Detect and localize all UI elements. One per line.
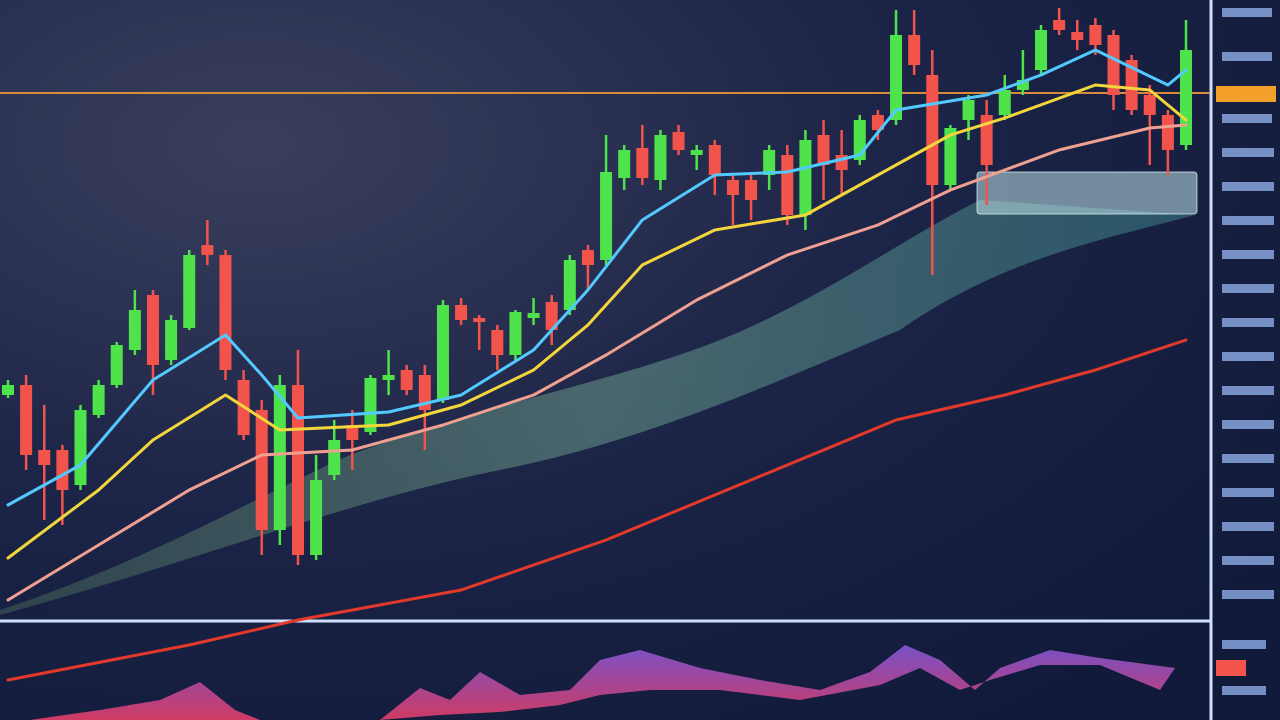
candle-body — [781, 155, 794, 215]
candle-body — [255, 410, 268, 530]
highlight-zone — [976, 171, 1198, 215]
axis-label-blur — [1216, 660, 1246, 676]
candle-body — [1071, 32, 1084, 40]
moving-average-line — [6, 83, 1188, 560]
oscillator — [30, 645, 1175, 720]
candle-body — [545, 302, 558, 330]
axis-label-blur — [1222, 52, 1272, 61]
candle-body — [527, 313, 540, 318]
candle-body — [183, 255, 196, 328]
candle-body — [400, 370, 413, 390]
candle-body — [473, 318, 486, 322]
axis-label-blur — [1216, 86, 1276, 102]
candle-body — [74, 410, 87, 485]
candle-body — [1125, 60, 1138, 110]
candle-body — [708, 145, 721, 175]
candle-body — [926, 75, 939, 185]
candle-body — [1161, 115, 1174, 150]
candle-body — [219, 255, 232, 370]
candle-body — [273, 385, 286, 530]
candle-body — [310, 480, 323, 555]
candle-body — [581, 250, 594, 265]
candle-body — [980, 115, 993, 165]
candle-body — [636, 148, 649, 178]
axis-label-blur — [1222, 250, 1274, 259]
moving-average-line — [6, 123, 1188, 602]
candle-body — [672, 132, 685, 150]
candle-body — [291, 385, 304, 555]
candle-body — [563, 260, 576, 310]
axis-label-blur — [1222, 386, 1274, 395]
candle-body — [600, 172, 613, 260]
axis-label-blur — [1222, 182, 1274, 191]
candle-body — [618, 150, 631, 178]
axis-label-blur — [1222, 420, 1274, 429]
candle-body — [346, 425, 359, 440]
candle-body — [654, 135, 667, 180]
candle-body — [799, 140, 812, 215]
price-axis — [1216, 8, 1276, 695]
candle-body — [1035, 30, 1048, 70]
candle-body — [364, 378, 377, 432]
candle-body — [2, 385, 14, 395]
candle-body — [38, 450, 51, 465]
axis-label-blur — [1222, 556, 1274, 565]
axis-label-blur — [1222, 454, 1274, 463]
candle-body — [1053, 20, 1066, 30]
candle-body — [998, 90, 1011, 115]
candle-body — [871, 115, 884, 130]
candle-body — [745, 180, 758, 200]
candle-body — [418, 375, 431, 410]
axis-label-blur — [1222, 284, 1274, 293]
axis-label-blur — [1222, 522, 1274, 531]
axis-label-blur — [1222, 148, 1274, 157]
candle-body — [890, 35, 903, 120]
candle-body — [20, 385, 33, 455]
candle-body — [1089, 25, 1102, 45]
axis-label-blur — [1222, 216, 1274, 225]
axis-label-blur — [1222, 686, 1266, 695]
candle-body — [690, 150, 703, 155]
candle-body — [92, 385, 105, 415]
axis-label-blur — [1222, 352, 1274, 361]
axis-label-blur — [1222, 488, 1274, 497]
candle-body — [1016, 80, 1029, 90]
moving-average-line — [6, 338, 1188, 682]
candle-body — [944, 128, 957, 185]
candle-body — [817, 135, 830, 165]
candle-body — [491, 330, 504, 355]
candle-body — [908, 35, 921, 65]
candle-body — [509, 312, 522, 355]
candle-body — [1143, 95, 1156, 115]
axis-label-blur — [1222, 8, 1272, 17]
candle-body — [146, 295, 159, 365]
candle-body — [962, 100, 975, 120]
axis-label-blur — [1222, 114, 1272, 123]
candle-body — [165, 320, 178, 360]
axis-label-blur — [1222, 590, 1274, 599]
candle-body — [436, 305, 449, 400]
candle-body — [56, 450, 69, 490]
axis-label-blur — [1222, 640, 1266, 649]
candle-body — [763, 150, 776, 175]
candle-body — [110, 345, 123, 385]
candle-body — [128, 310, 141, 350]
moving-average-line — [6, 48, 1188, 507]
candle-body — [726, 180, 739, 195]
axis-label-blur — [1222, 318, 1274, 327]
candle-body — [1180, 50, 1192, 145]
candle-body — [1107, 35, 1120, 95]
candle-body — [201, 245, 214, 255]
candle-body — [455, 305, 468, 320]
candle-body — [382, 375, 395, 380]
candle-body — [328, 440, 341, 475]
